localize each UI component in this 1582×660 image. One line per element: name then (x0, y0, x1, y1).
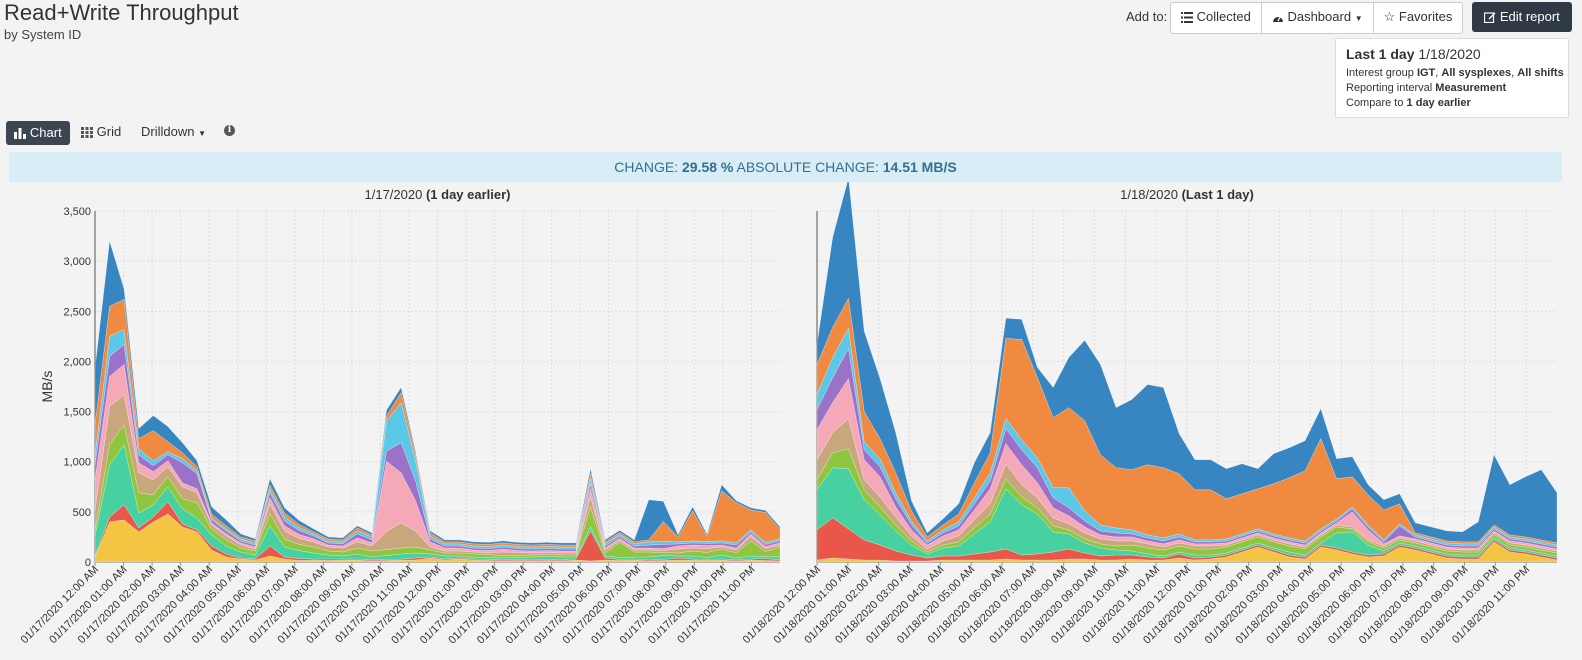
page-subtitle: by System ID (4, 27, 82, 42)
edit-icon (1484, 12, 1496, 23)
area-series-10 (816, 182, 1558, 544)
y-tick-label: 2,000 (63, 356, 91, 368)
y-tick-label: 3,500 (63, 206, 91, 218)
y-tick-label: 1,000 (63, 457, 91, 469)
dashboard-label: Dashboard (1287, 9, 1352, 24)
y-tick-label: 0 (85, 557, 91, 569)
list-icon (1181, 12, 1193, 23)
y-tick-label: 1,500 (63, 407, 91, 419)
change-label: CHANGE: (614, 159, 679, 175)
caret-down-icon: ▼ (198, 129, 207, 138)
edit-report-label: Edit report (1499, 9, 1560, 24)
tab-drilldown-label: Drilldown (141, 124, 195, 139)
favorites-button[interactable]: ☆ Favorites (1374, 3, 1463, 33)
report-period: Last 1 day 1/18/2020 (1346, 46, 1481, 62)
interest-group-line: Interest group IGT, All sysplexes, All s… (1346, 67, 1564, 79)
tab-grid[interactable]: Grid (81, 124, 121, 139)
caret-down-icon: ▼ (1354, 14, 1363, 23)
y-axis-label: MB/s (39, 371, 55, 403)
bar-chart-icon (14, 128, 27, 139)
y-tick-label: 3,000 (63, 256, 91, 268)
collected-label: Collected (1196, 9, 1251, 24)
star-icon: ☆ (1383, 9, 1396, 24)
page-title: Read+Write Throughput (4, 0, 239, 25)
chart-title: 1/17/2020 (1 day earlier) (365, 187, 511, 202)
absolute-change-label: ABSOLUTE CHANGE: (736, 159, 879, 175)
collected-button[interactable]: Collected (1171, 3, 1262, 33)
edit-report-button[interactable]: Edit report (1472, 2, 1572, 32)
compare-to-line: Compare to 1 day earlier (1346, 97, 1471, 109)
absolute-change-value: 14.51 MB/S (882, 159, 957, 175)
area-series-10 (94, 241, 781, 546)
y-tick-label: 2,500 (63, 306, 91, 318)
tab-drilldown[interactable]: Drilldown ▼ (141, 124, 206, 139)
chart-panel-2: 1/18/2020 (Last 1 day)01/18/2020 12:00 A… (741, 182, 1558, 647)
dashboard-button[interactable]: Dashboard ▼ (1262, 3, 1374, 33)
add-to-label: Add to: (1126, 9, 1168, 24)
tachometer-icon (1272, 15, 1283, 22)
change-value: 29.58 % (681, 159, 734, 175)
favorites-label: Favorites (1398, 9, 1453, 24)
tab-grid-label: Grid (96, 124, 122, 139)
charts-area: 1/17/2020 (1 day earlier) 0 500 1,000 1,500 2… (19, 182, 1558, 647)
grid-icon (81, 127, 93, 138)
report-info-box: Last 1 day 1/18/2020 Interest group IGT,… (1335, 38, 1569, 118)
y-tick-label: 500 (73, 507, 91, 519)
add-to-button-group: Collected Dashboard ▼ ☆ Favorites (1170, 2, 1464, 34)
tab-chart-label: Chart (29, 125, 62, 140)
chart-panel-1: 1/17/2020 (1 day earlier) 0 500 1,000 1,500 2… (19, 187, 781, 647)
tab-chart[interactable]: Chart (6, 121, 70, 145)
reporting-interval-line: Reporting interval Measurement (1346, 82, 1507, 94)
change-banner: CHANGE: 29.58 % ABSOLUTE CHANGE: 14.51 M… (9, 152, 1562, 182)
chart-title: 1/18/2020 (Last 1 day) (1120, 187, 1254, 202)
info-icon[interactable]: i (224, 125, 235, 136)
